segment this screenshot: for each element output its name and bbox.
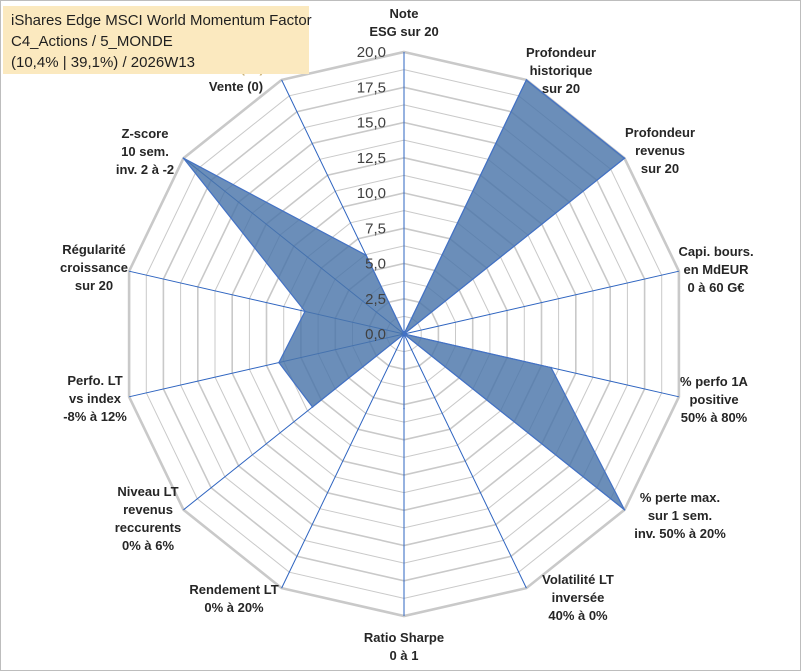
- tick-label: 7,5: [365, 220, 386, 237]
- axis-label-line: Rendement LT: [189, 582, 278, 597]
- chart-title-fund: iShares Edge MSCI World Momentum Factor: [11, 12, 312, 29]
- series-point: [304, 310, 306, 313]
- series-point: [623, 157, 626, 159]
- axis-label-line: 0 à 60 G€: [687, 280, 744, 295]
- radar-series: [182, 78, 626, 511]
- tick-label: 5,0: [365, 256, 386, 273]
- axis-spoke: [281, 333, 405, 589]
- axis-spoke: [403, 270, 680, 335]
- axis-label-line: Vente (0): [209, 79, 263, 94]
- series-point: [365, 254, 367, 256]
- axis-label-line: 40% à 0%: [548, 608, 608, 623]
- axis-label-line: 50% à 80%: [681, 410, 748, 425]
- axis-label-line: inv. 2 à -2: [116, 162, 174, 177]
- axis-label: Capi. bours. en MdEUR 0 à 60 G€: [678, 244, 753, 295]
- chart-title-box: iShares Edge MSCI World Momentum Factor …: [3, 6, 312, 74]
- series-point: [623, 509, 626, 511]
- axis-label-line: Régularité: [62, 242, 126, 257]
- series-point: [525, 79, 528, 81]
- axis-label: Rendement LT 0% à 20%: [189, 582, 278, 615]
- axis-label-line: Volatilité LT: [542, 572, 614, 587]
- axis-label: Perfo. LT vs index -8% à 12%: [63, 373, 127, 424]
- series-point: [403, 407, 405, 410]
- axis-label-line: 0 à 1: [390, 648, 419, 663]
- axis-label-line: 0% à 6%: [122, 538, 174, 553]
- axis-label-line: historique: [530, 63, 593, 78]
- axis-label-line: Profondeur: [526, 45, 596, 60]
- axis-label: Régularité croissance sur 20: [60, 242, 128, 293]
- axis-label-line: Perfo. LT: [67, 373, 122, 388]
- radial-tick-labels: 0,0 2,5 5,0 7,5 10,0 12,5 15,0 17,5 20,0: [357, 44, 386, 343]
- series-point: [311, 406, 314, 408]
- axis-label-line: sur 20: [542, 81, 580, 96]
- axis-label-line: croissance: [60, 260, 128, 275]
- axis-label-line: positive: [689, 392, 738, 407]
- axis-label-line: % perfo 1A: [680, 374, 749, 389]
- axis-label-line: % perte max.: [640, 490, 720, 505]
- axis-label-line: revenus: [123, 502, 173, 517]
- axis-label-line: Capi. bours.: [678, 244, 753, 259]
- chart-title-category: C4_Actions / 5_MONDE: [11, 33, 173, 50]
- axis-label-line: Z-score: [122, 126, 169, 141]
- axis-label-line: -8% à 12%: [63, 409, 127, 424]
- series-point: [278, 361, 280, 364]
- axis-label: Z-score 10 sem. inv. 2 à -2: [116, 126, 174, 177]
- tick-label: 2,5: [365, 291, 386, 308]
- axis-label: Profondeur revenus sur 20: [625, 125, 695, 176]
- axis-label: Profondeur historique sur 20: [526, 45, 596, 96]
- axis-label: Volatilité LT inversée 40% à 0%: [542, 572, 614, 623]
- series-point: [550, 366, 552, 369]
- tick-label: 15,0: [357, 115, 386, 132]
- series-point: [182, 157, 185, 159]
- chart-title-stats: (10,4% | 39,1%) / 2026W13: [11, 54, 195, 71]
- axis-label: % perfo 1A positive 50% à 80%: [680, 374, 749, 425]
- tick-label: 0,0: [365, 326, 386, 343]
- axis-label-line: sur 1 sem.: [648, 508, 712, 523]
- axis-label: Ratio Sharpe 0 à 1: [364, 630, 444, 663]
- axis-label-line: inversée: [552, 590, 605, 605]
- axis-label-line: inv. 50% à 20%: [634, 526, 726, 541]
- axis-label-line: revenus: [635, 143, 685, 158]
- axis-label-line: reccurents: [115, 520, 181, 535]
- axis-label-line: sur 20: [75, 278, 113, 293]
- axis-label-line: Niveau LT: [117, 484, 178, 499]
- series-point: [403, 333, 405, 335]
- tick-label: 17,5: [357, 79, 386, 96]
- axis-label-line: 10 sem.: [121, 144, 169, 159]
- axis-label: % perte max. sur 1 sem. inv. 50% à 20%: [634, 490, 726, 541]
- axis-label: Niveau LT revenus reccurents 0% à 6%: [115, 484, 181, 553]
- axis-label-line: Note: [390, 6, 419, 21]
- axis-label-line: 0% à 20%: [204, 600, 264, 615]
- axis-label-line: vs index: [69, 391, 122, 406]
- axis-label-line: ESG sur 20: [369, 24, 438, 39]
- axis-label-line: Profondeur: [625, 125, 695, 140]
- axis-label-line: Ratio Sharpe: [364, 630, 444, 645]
- tick-label: 10,0: [357, 185, 386, 202]
- tick-label: 12,5: [357, 150, 386, 167]
- axis-spoke: [403, 333, 527, 589]
- axis-label-line: en MdEUR: [684, 262, 750, 277]
- axis-label-line: sur 20: [641, 161, 679, 176]
- axis-label: Note ESG sur 20: [369, 6, 438, 39]
- tick-label: 20,0: [357, 44, 386, 61]
